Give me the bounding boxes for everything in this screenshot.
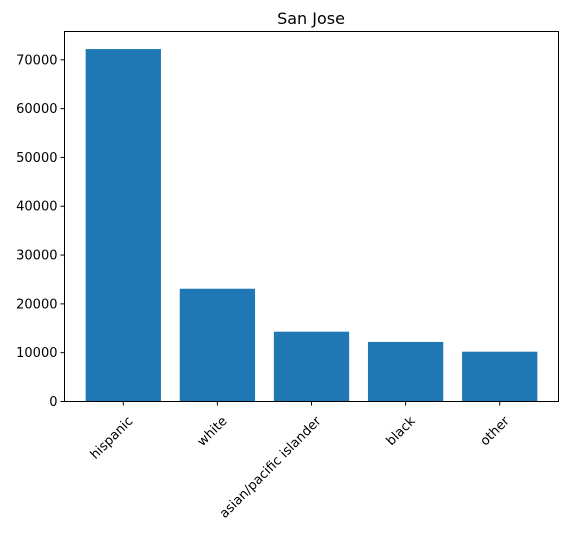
bar-other [462, 351, 538, 402]
chart-title: San Jose [277, 9, 345, 28]
bar-black [367, 341, 444, 402]
y-tick-label: 40000 [16, 200, 57, 215]
bar-hispanic [85, 49, 161, 402]
y-tick-label: 70000 [16, 53, 57, 68]
x-tick-label: white [195, 414, 231, 450]
y-tick-label: 60000 [16, 102, 57, 117]
y-tick-label: 50000 [16, 151, 57, 166]
y-tick-label: 20000 [16, 297, 57, 312]
x-tick-label: hispanic [88, 414, 137, 463]
y-axis: 0 10000 20000 30000 40000 50000 60000 70000 [16, 53, 65, 410]
y-tick-label: 10000 [16, 346, 57, 361]
y-tick-label: 30000 [16, 249, 57, 264]
bar-white [179, 288, 256, 402]
x-tick-label: other [478, 413, 514, 449]
bar-asian-pacific-islander [273, 331, 350, 402]
x-tick-label: asian/pacific islander [217, 413, 325, 521]
plot-frame [64, 31, 559, 402]
x-tick-label: black [384, 414, 419, 449]
bars-group [85, 49, 538, 402]
y-tick-label: 0 [49, 395, 57, 410]
